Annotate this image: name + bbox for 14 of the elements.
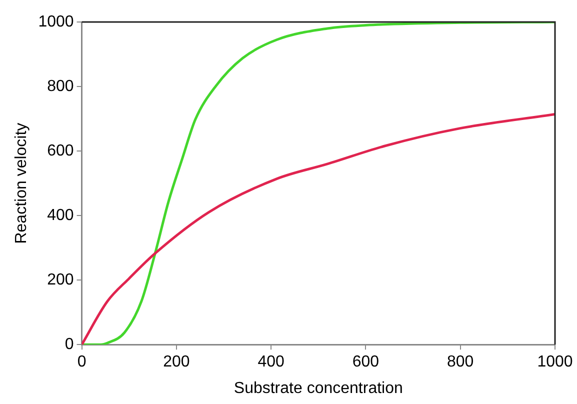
x-axis-title: Substrate concentration — [234, 380, 403, 397]
y-tick-label: 600 — [47, 142, 74, 160]
x-tick-label: 1000 — [537, 354, 573, 371]
x-tick-label: 400 — [258, 354, 285, 371]
y-tick-label: 1000 — [38, 13, 74, 30]
y-tick-label: 400 — [47, 206, 74, 224]
x-tick-label: 800 — [447, 354, 474, 371]
y-tick-label: 200 — [47, 271, 74, 288]
x-tick-label: 600 — [352, 354, 380, 371]
y-axis-title: Reaction velocity — [13, 122, 30, 244]
x-tick-label: 200 — [163, 354, 190, 371]
y-tick-label: 800 — [47, 78, 74, 95]
x-tick-label: 0 — [77, 354, 86, 371]
y-tick-label: 0 — [64, 336, 74, 354]
